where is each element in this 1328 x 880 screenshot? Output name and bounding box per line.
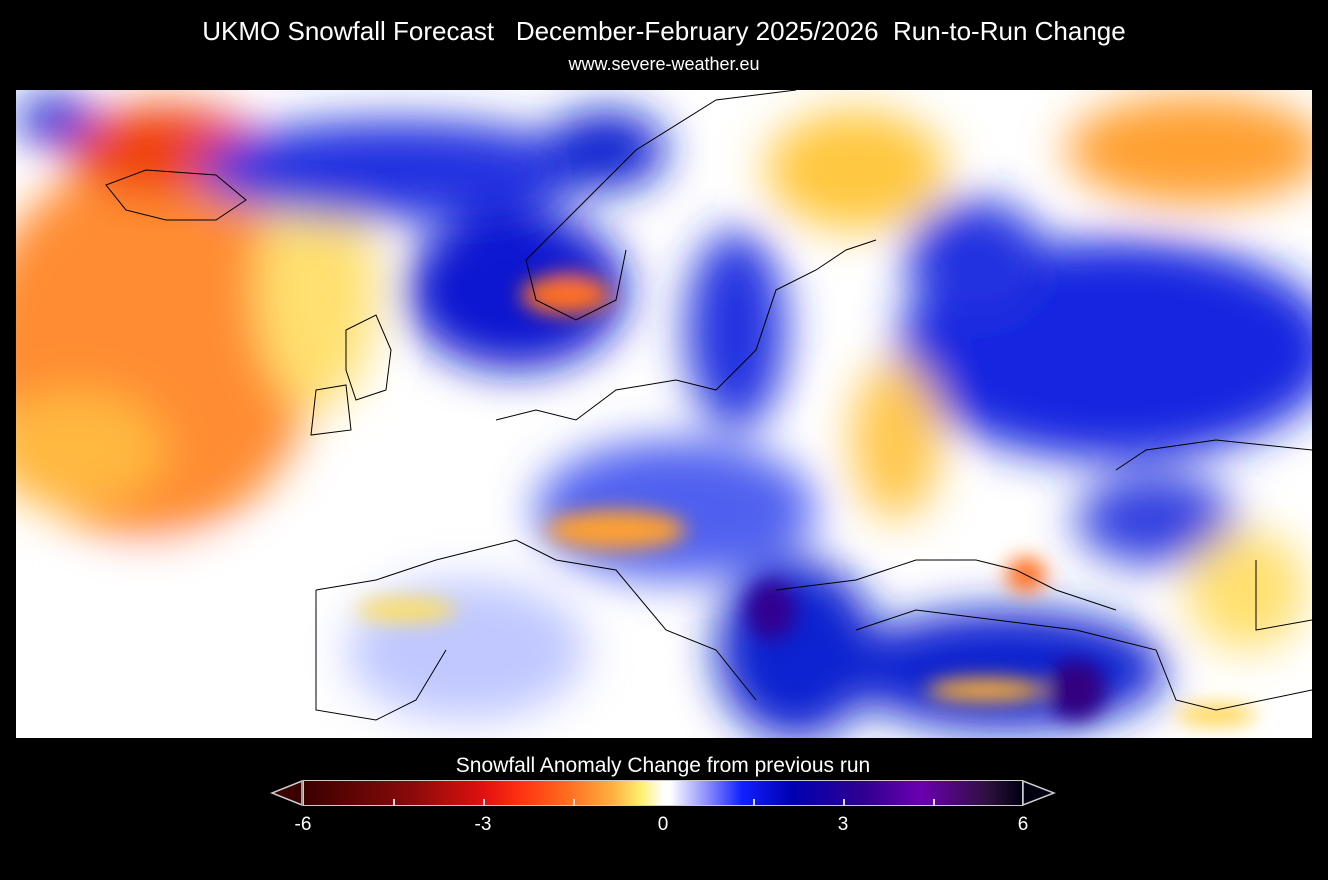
colorbar-tick: [483, 799, 485, 806]
map-subtitle: www.severe-weather.eu: [568, 54, 760, 74]
colorbar-tick: [753, 799, 755, 806]
colorbar-title: Snowfall Anomaly Change from previous ru…: [455, 754, 871, 777]
anomaly-field: [16, 90, 1312, 738]
colorbar: [303, 780, 1023, 806]
colorbar-tick-label: -3: [474, 814, 492, 835]
coastlines: [105, 90, 1312, 721]
colorbar-tick-label: -6: [294, 814, 312, 835]
colorbar-tick: [843, 799, 845, 806]
colorbar-tick-label: 3: [837, 814, 849, 835]
colorbar-tick-label: 0: [657, 814, 669, 835]
colorbar-tick: [933, 799, 935, 806]
snowfall-anomaly-map: [16, 90, 1312, 738]
colorbar-tick-label: 6: [1017, 814, 1029, 835]
map-title: UKMO Snowfall Forecast December-February…: [202, 16, 1126, 46]
colorbar-high-arrow: [1022, 780, 1056, 806]
colorbar-low-arrow: [270, 780, 303, 806]
colorbar-tick: [393, 799, 395, 806]
colorbar-tick: [573, 799, 575, 806]
